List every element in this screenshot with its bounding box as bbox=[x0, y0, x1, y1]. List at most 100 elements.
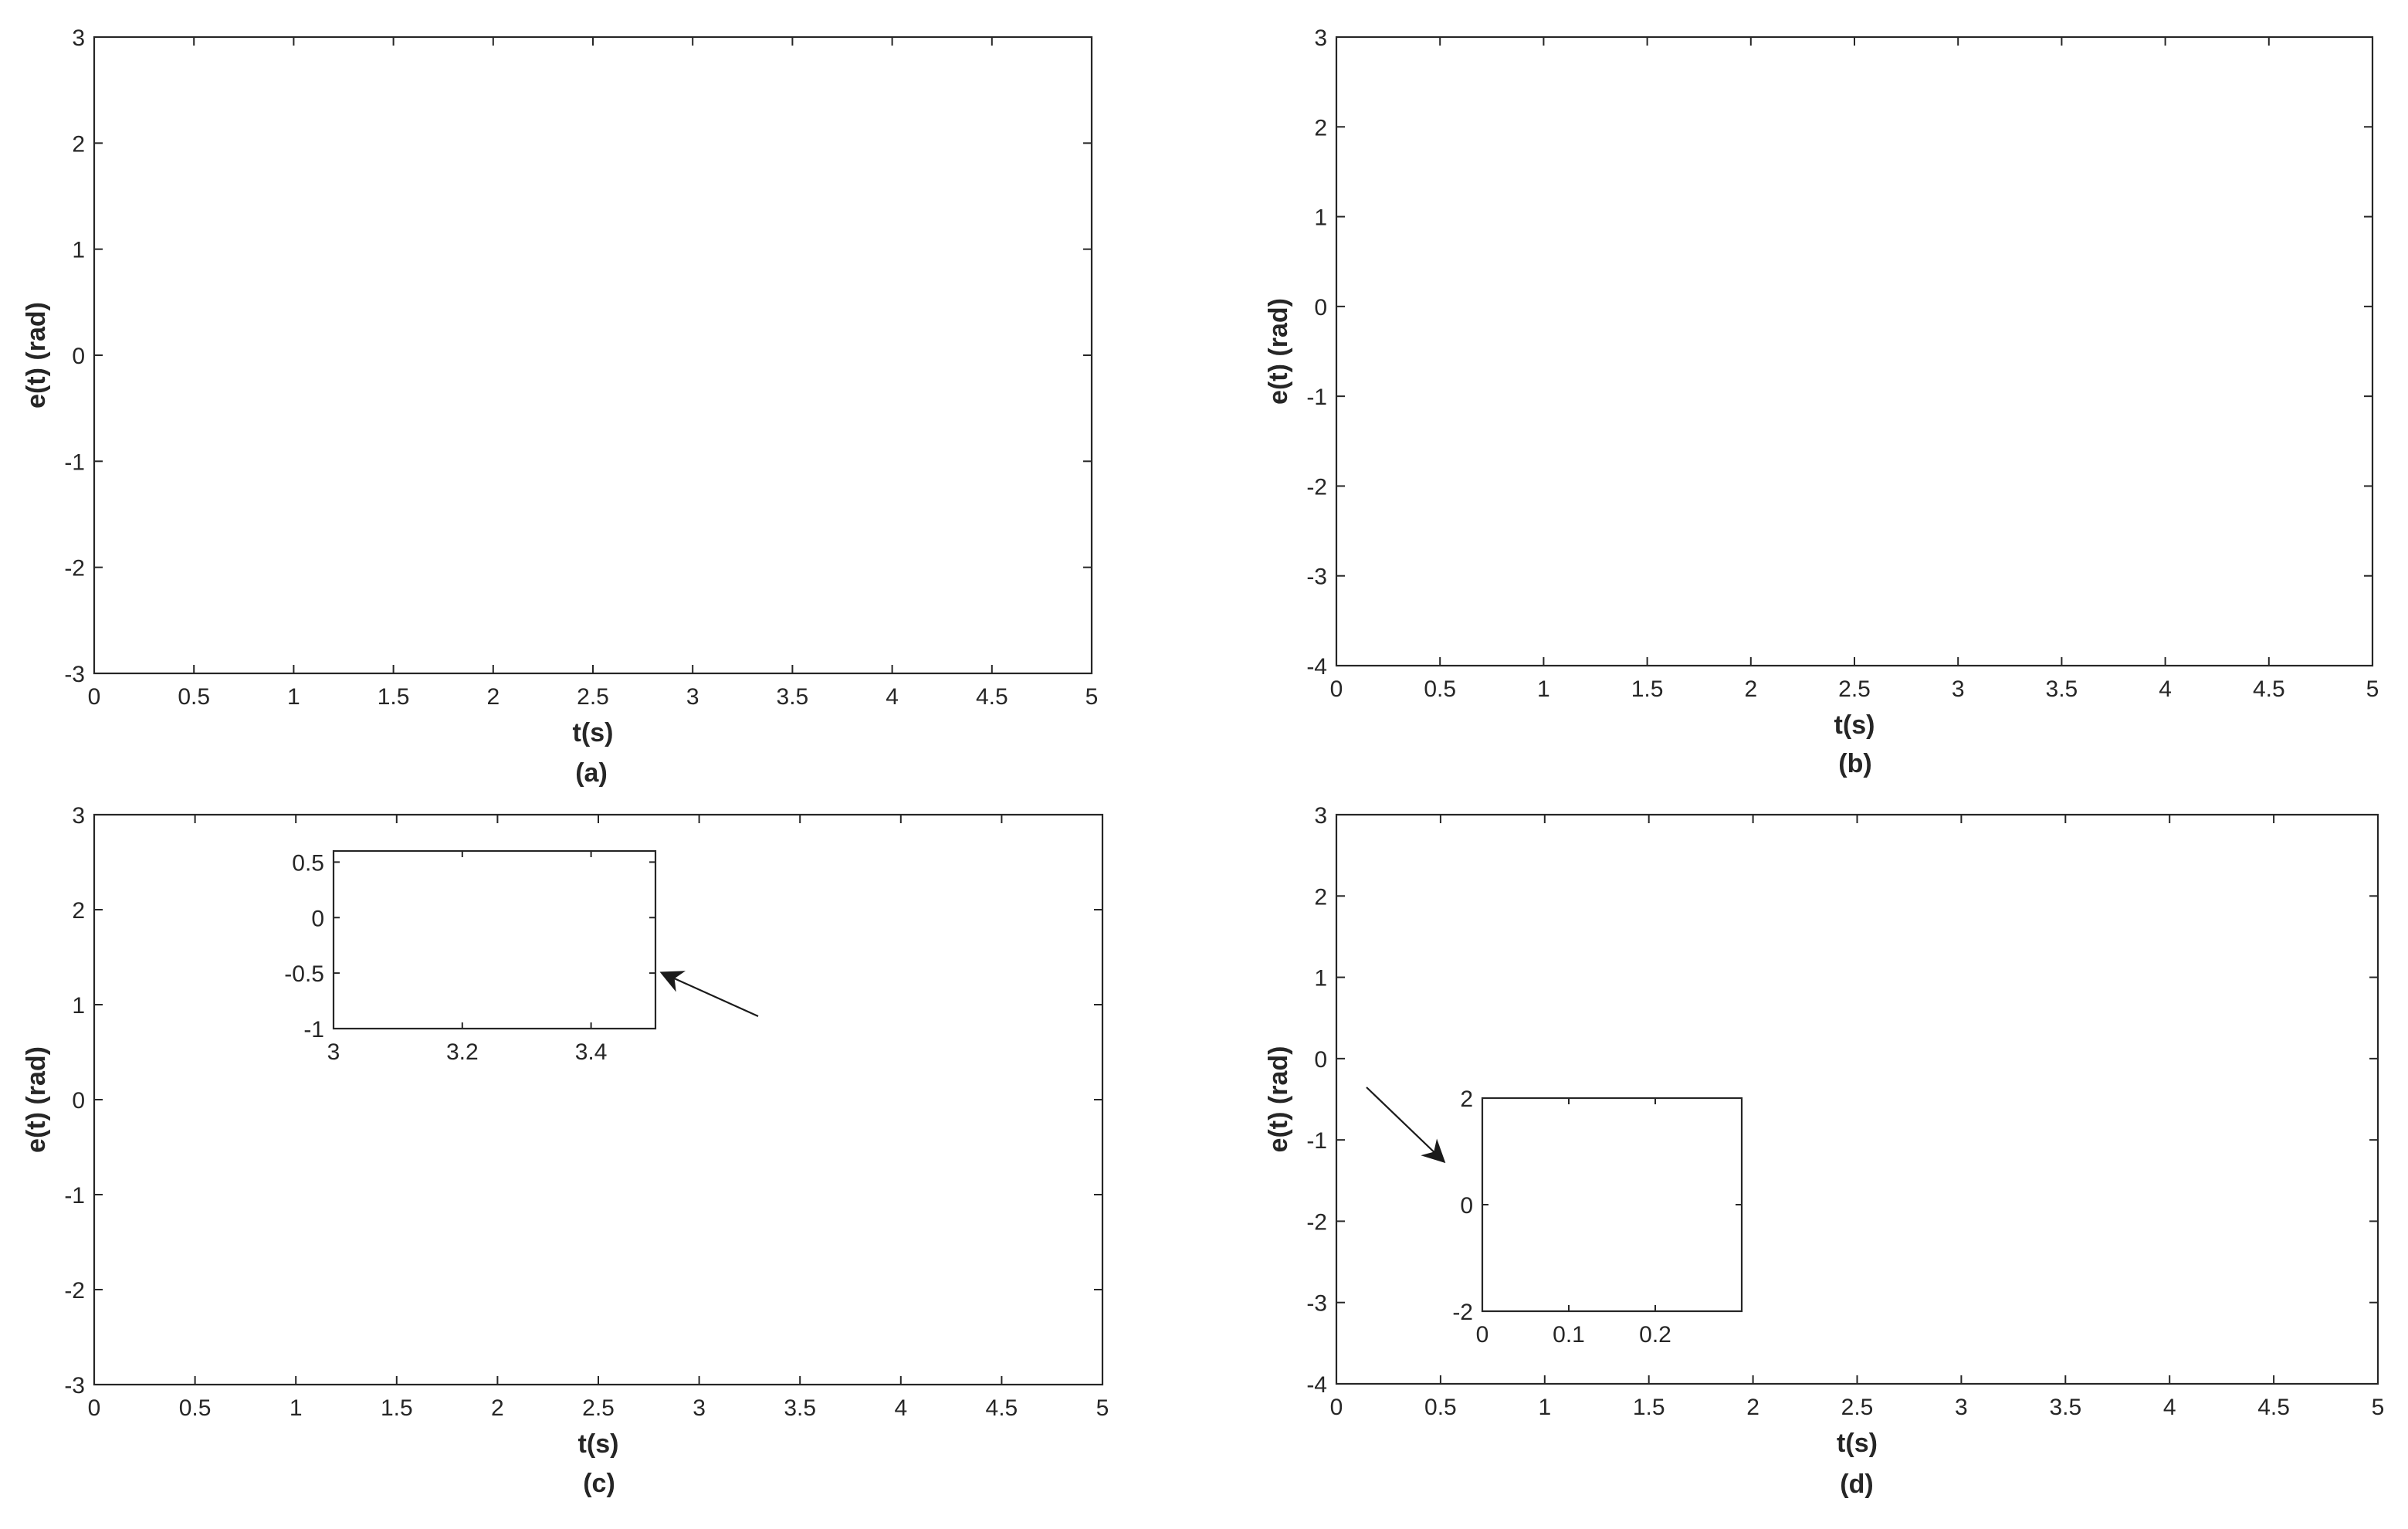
y-tick-label: -4 bbox=[1306, 654, 1327, 680]
y-tick-label: -2 bbox=[1306, 474, 1327, 500]
x-tick-label: 1 bbox=[1537, 676, 1550, 702]
y-tick-label: 2 bbox=[1314, 115, 1327, 141]
x-tick-label: 5 bbox=[1096, 1395, 1109, 1421]
x-tick-label: 1.5 bbox=[1633, 1395, 1665, 1420]
inset-y-tick-label: -2 bbox=[1452, 1300, 1473, 1325]
x-tick-label: 0.5 bbox=[1424, 1395, 1457, 1420]
y-tick-label: -3 bbox=[1306, 1291, 1327, 1317]
y-axis-label: e(t) (rad) bbox=[1264, 298, 1293, 405]
x-tick-label: 4.5 bbox=[986, 1395, 1018, 1421]
x-tick-label: 3.5 bbox=[2049, 1395, 2081, 1420]
panel-caption: (a) bbox=[575, 758, 608, 788]
x-tick-label: 2.5 bbox=[1841, 1395, 1874, 1420]
panel-caption: (d) bbox=[1840, 1470, 1873, 1499]
y-tick-label: -1 bbox=[1306, 385, 1327, 410]
x-tick-label: 4 bbox=[886, 684, 899, 710]
y-tick-label: 0 bbox=[1314, 1047, 1327, 1073]
x-tick-label: 0.5 bbox=[1424, 676, 1456, 702]
y-tick-label: -3 bbox=[1306, 564, 1327, 590]
x-tick-label: 3 bbox=[693, 1395, 706, 1421]
x-tick-label: 2 bbox=[486, 684, 500, 710]
y-tick-label: -4 bbox=[1306, 1372, 1327, 1398]
x-tick-label: 1.5 bbox=[378, 684, 410, 710]
y-tick-label: 0 bbox=[72, 344, 85, 369]
x-tick-label: 2 bbox=[1744, 676, 1757, 702]
x-tick-label: 0 bbox=[1330, 1395, 1343, 1420]
y-tick-label: 1 bbox=[1314, 966, 1327, 992]
x-tick-label: 4 bbox=[2163, 1395, 2176, 1420]
x-tick-label: 3 bbox=[686, 684, 699, 710]
x-tick-label: 0.5 bbox=[178, 684, 210, 710]
inset-y-tick-label: 0 bbox=[311, 906, 324, 931]
x-tick-label: 1 bbox=[287, 684, 300, 710]
x-tick-label: 1.5 bbox=[381, 1395, 413, 1421]
x-tick-label: 3.5 bbox=[2046, 676, 2078, 702]
x-tick-label: 1 bbox=[290, 1395, 303, 1421]
x-tick-label: 4 bbox=[2159, 676, 2172, 702]
y-tick-label: 2 bbox=[72, 131, 85, 157]
x-tick-label: 5 bbox=[2372, 1395, 2385, 1420]
inset-y-tick-label: -1 bbox=[303, 1017, 324, 1042]
axes-frame bbox=[93, 36, 1093, 675]
y-tick-label: 3 bbox=[72, 25, 85, 51]
x-tick-label: 3.5 bbox=[784, 1395, 816, 1421]
x-tick-label: 4.5 bbox=[2257, 1395, 2290, 1420]
x-tick-label: 0.5 bbox=[179, 1395, 212, 1421]
inset-x-tick-label: 3 bbox=[327, 1039, 340, 1065]
x-tick-label: 5 bbox=[2366, 676, 2379, 702]
panel-caption: (c) bbox=[583, 1469, 615, 1498]
x-axis-label: t(s) bbox=[578, 1429, 619, 1459]
x-tick-label: 1.5 bbox=[1631, 676, 1664, 702]
inset-zoom-plot: 0 0.1 0.2-202 bbox=[1452, 1087, 1743, 1348]
x-tick-label: 3.5 bbox=[777, 684, 809, 710]
inset-x-tick-label: 3.2 bbox=[446, 1039, 479, 1065]
inset-x-tick-label: 3.4 bbox=[575, 1039, 608, 1065]
x-tick-label: 2.5 bbox=[582, 1395, 615, 1421]
y-tick-label: 1 bbox=[72, 993, 85, 1019]
y-tick-label: -2 bbox=[64, 1278, 85, 1304]
y-tick-label: -3 bbox=[64, 662, 85, 687]
inset-x-tick-label: 0.1 bbox=[1553, 1322, 1585, 1348]
y-tick-label: 1 bbox=[1314, 205, 1327, 231]
y-tick-label: -2 bbox=[1306, 1209, 1327, 1235]
inset-zoom-plot: 3 3.2 3.4 -1 -0.5 0 0.5 bbox=[284, 849, 657, 1065]
x-tick-label: 2.5 bbox=[577, 684, 609, 710]
inset-y-tick-label: 2 bbox=[1460, 1087, 1473, 1112]
panel-c: 0 0.5 1 1.5 2 2.5 3 3.5 4 4.5 5 -3 -2 -1 0 1 2 3 t(s) e(t) … bbox=[22, 803, 1109, 1498]
x-tick-label: 2 bbox=[491, 1395, 504, 1421]
y-tick-label: 3 bbox=[72, 803, 85, 829]
inset-pointer-arrow bbox=[1366, 1087, 1446, 1164]
y-tick-label: 1 bbox=[72, 238, 85, 263]
x-tick-label: 0 bbox=[1330, 676, 1343, 702]
y-axis-label: e(t) (rad) bbox=[22, 1046, 51, 1153]
inset-y-tick-label: 0.5 bbox=[292, 850, 324, 876]
y-tick-label: 3 bbox=[1314, 803, 1327, 829]
x-tick-label: 4.5 bbox=[976, 684, 1008, 710]
y-tick-label: -1 bbox=[64, 1183, 85, 1209]
y-axis-label: e(t) (rad) bbox=[22, 302, 51, 409]
x-tick-label: 4 bbox=[894, 1395, 907, 1421]
inset-y-tick-label: 0 bbox=[1460, 1193, 1473, 1219]
inset-y-tick-label: -0.5 bbox=[284, 961, 324, 987]
x-tick-label: 0 bbox=[88, 1395, 101, 1421]
inset-x-tick-label: 0.2 bbox=[1639, 1322, 1671, 1348]
panel-caption: (b) bbox=[1838, 749, 1871, 778]
y-tick-label: 2 bbox=[72, 898, 85, 924]
x-tick-label: 2 bbox=[1746, 1395, 1759, 1420]
y-tick-label: 0 bbox=[72, 1088, 85, 1114]
y-tick-label: -3 bbox=[64, 1373, 85, 1398]
x-tick-label: 5 bbox=[1085, 684, 1099, 710]
y-axis-label: e(t) (rad) bbox=[1264, 1046, 1293, 1153]
inset-x-tick-label: 0 bbox=[1476, 1322, 1489, 1348]
x-axis-label: t(s) bbox=[1834, 710, 1875, 740]
x-tick-label: 2.5 bbox=[1838, 676, 1871, 702]
x-axis-label: t(s) bbox=[573, 718, 614, 748]
inset-axes-frame bbox=[332, 849, 657, 1030]
panel-b: 0 0.5 1 1.5 2 2.5 3 3.5 4 4.5 5 -4 -3 -2 -1 0 1 2 3 t(s) e(t… bbox=[1264, 25, 2379, 778]
x-tick-label: 0 bbox=[88, 684, 101, 710]
y-tick-label: 3 bbox=[1314, 25, 1327, 51]
panel-d: 0 0.5 1 1.5 2 2.5 3 3.5 4 4.5 5 -4 -3 -2 -1 0 1 2 3 t(s) e(t… bbox=[1264, 803, 2384, 1499]
inset-pointer-arrow bbox=[659, 971, 759, 1018]
y-tick-label: -1 bbox=[64, 449, 85, 475]
